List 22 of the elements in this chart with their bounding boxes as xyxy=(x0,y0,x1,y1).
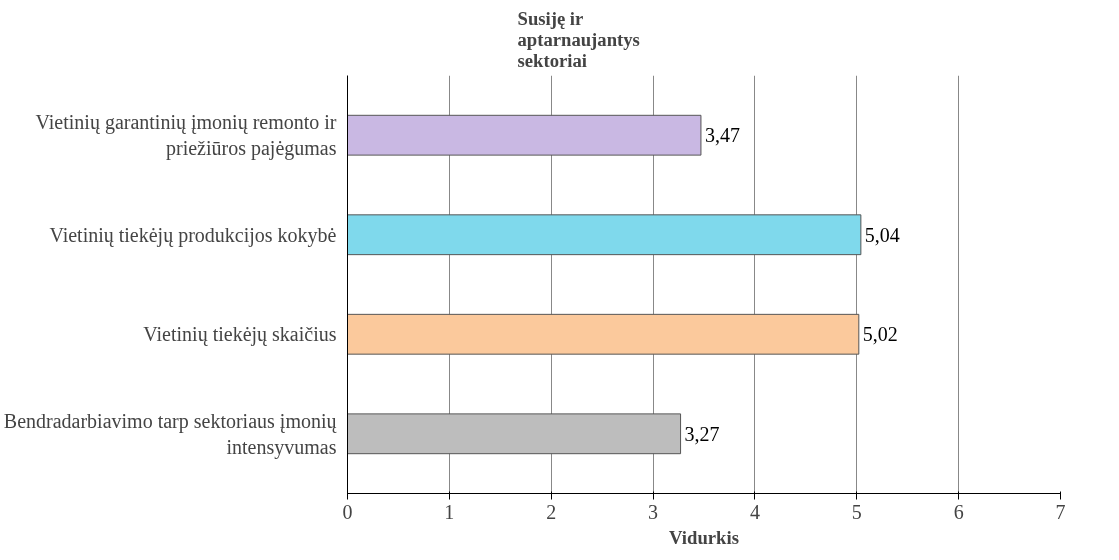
x-tick-label: 5 xyxy=(851,500,862,523)
bar xyxy=(347,313,860,355)
data-label: 5,02 xyxy=(862,323,898,346)
x-tick-label: 6 xyxy=(953,500,964,523)
x-tick-label: 7 xyxy=(1055,500,1066,523)
x-tick-label: 2 xyxy=(546,500,557,523)
y-axis-title: Susiję ir aptarnaujantys sektoriai xyxy=(517,7,640,71)
bar xyxy=(347,114,702,156)
x-tick-label: 1 xyxy=(444,500,455,523)
data-label: 5,04 xyxy=(864,223,900,246)
bar xyxy=(347,214,862,256)
y-tick-label: Vietinių tiekėjų produkcijos kokybė xyxy=(49,223,337,247)
bar xyxy=(347,413,682,455)
x-tick-label: 0 xyxy=(342,500,353,523)
data-label: 3,27 xyxy=(684,422,720,445)
data-label: 3,47 xyxy=(704,124,740,147)
y-tick-label: Bendradarbiavimo tarp sektoriaus įmonių intensyvumas xyxy=(3,409,338,459)
x-axis-title: Vidurkis xyxy=(669,526,739,548)
x-tick-label: 3 xyxy=(648,500,659,523)
y-tick-label: Vietinių garantinių įmonių remonto ir priežiūros pajėgumas xyxy=(35,111,337,161)
y-tick-label: Vietinių tiekėjų skaičius xyxy=(143,323,337,347)
x-tick-label: 4 xyxy=(749,500,760,523)
